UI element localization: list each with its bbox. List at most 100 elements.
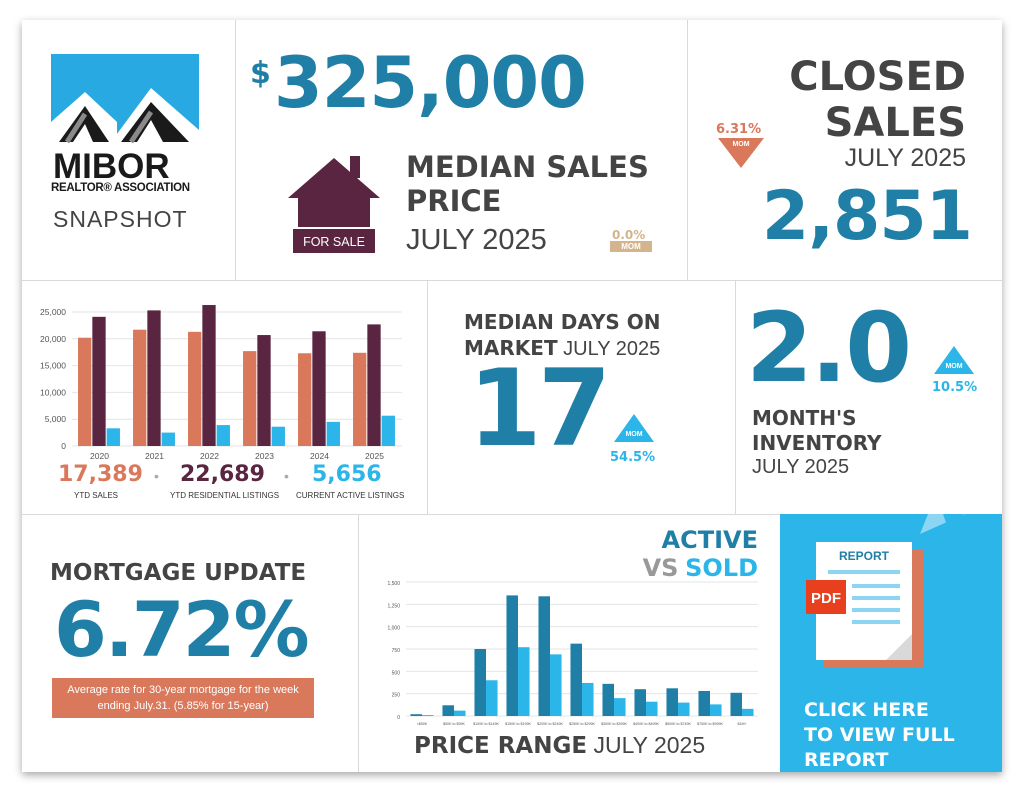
bar-active (730, 692, 742, 716)
bar-sold (454, 710, 466, 716)
report-doc-label: REPORT (839, 549, 890, 563)
x-tick-label: 2023 (255, 451, 274, 461)
ytd-bar-chart: 0 5,000 10,000 15,000 20,000 25,000 2020 2021 20… (40, 305, 402, 461)
divider (687, 20, 688, 280)
bar-sold (486, 680, 498, 716)
median-price-period: JULY 2025 (406, 224, 547, 256)
price-range-bar-chart: 0 250 500 750 1,000 1,250 1,500 <$50K $50K to $9… (387, 581, 758, 726)
y-tick-label: 1,000 (387, 626, 400, 632)
dom-title-2: MARKET JULY 2025 (464, 336, 660, 361)
bar-current-active-listings (326, 421, 340, 446)
median-price-label-1: MEDIAN SALES (406, 150, 649, 184)
closed-sales-change: 6.31% (716, 122, 762, 137)
mibor-logo[interactable]: MIBOR REALTOR® ASSOCIATION SNAPSHOT (51, 54, 199, 232)
bar-active (698, 690, 710, 716)
x-tick-label: $500K to $749K (665, 722, 691, 726)
bar-active (634, 689, 646, 716)
x-tick-label: $200K to $249K (537, 722, 563, 726)
divider (22, 280, 1002, 281)
pdf-badge: PDF (811, 590, 841, 607)
x-tick-label: 2021 (145, 451, 164, 461)
ytd-listings-value: 22,689 (180, 462, 265, 487)
mountain-logo-icon: MIBOR (51, 54, 199, 186)
active-vs-sold-subtitle: VS SOLD (622, 554, 758, 583)
y-tick-label: 500 (392, 670, 401, 676)
y-tick-label: 250 (392, 693, 401, 699)
y-tick-label: 750 (392, 648, 401, 654)
y-tick-label: 1,500 (387, 581, 400, 587)
x-tick-label: 2022 (200, 451, 219, 461)
bar-ytd-sales (298, 353, 312, 446)
closed-sales-title-2: SALES (824, 100, 966, 146)
bar-current-active-listings (381, 415, 395, 446)
y-tick-label: 25,000 (40, 307, 66, 317)
for-sale-sign: FOR SALE (303, 235, 365, 249)
up-arrow-icon (614, 414, 654, 442)
x-tick-label: $400K to $499K (633, 722, 659, 726)
closed-sales-period: JULY 2025 (844, 144, 966, 172)
inventory-change: 10.5% (932, 380, 978, 395)
dom-value: 17 (468, 347, 612, 470)
down-arrow-icon (718, 138, 764, 168)
inventory-label-1: MONTH'S (752, 406, 857, 430)
active-listings-value: 5,656 (312, 462, 382, 487)
active-listings-label: CURRENT ACTIVE LISTINGS (296, 491, 405, 500)
y-tick-label: 1,250 (387, 603, 400, 609)
closed-sales-value: 2,851 (761, 177, 973, 256)
median-price-label-2: PRICE (406, 184, 502, 218)
inventory-change-unit: MOM (945, 363, 963, 370)
x-tick-label: $250K to $299K (569, 722, 595, 726)
bar-active (474, 649, 486, 716)
x-tick-label: $750K to $999K (697, 722, 723, 726)
bar-sold (518, 647, 530, 716)
bar-active (506, 595, 518, 716)
mortgage-note: Average rate for 30-year mortgage for th… (52, 678, 314, 718)
view-full-report-button[interactable]: REPORT PDF CLICK HERE TO VIEW FULL REPOR… (780, 514, 1002, 772)
bar-ytd-sales (188, 331, 202, 446)
divider (735, 280, 736, 514)
report-cta-line-1: CLICK HERE (804, 699, 929, 721)
bar-ytd-sales (353, 352, 367, 446)
bar-ytd-residential-listings (367, 324, 381, 446)
house-for-sale-icon: FOR SALE (288, 156, 380, 255)
y-tick-label: 0 (61, 441, 66, 451)
paper-clips-icon (920, 514, 1002, 534)
bar-ytd-residential-listings (257, 335, 271, 446)
dom-title-1: MEDIAN DAYS ON (464, 310, 661, 334)
vs-label: VS (642, 554, 679, 582)
ytd-sales-value: 17,389 (58, 462, 143, 487)
bar-current-active-listings (271, 426, 285, 446)
price-range-period: JULY 2025 (593, 732, 706, 758)
x-tick-label: 2020 (90, 451, 109, 461)
bar-ytd-residential-listings (147, 310, 161, 446)
x-tick-label: $1M+ (737, 722, 746, 726)
currency-symbol: $ (250, 56, 271, 91)
x-tick-label: $100K to $149K (473, 722, 499, 726)
x-tick-label: $150K to $199K (505, 722, 531, 726)
bar-sold (742, 708, 754, 716)
up-arrow-icon (934, 346, 974, 374)
bar-sold (646, 701, 658, 716)
y-tick-label: 0 (397, 715, 400, 721)
bar-sold (422, 715, 434, 716)
separator-dot: • (284, 468, 289, 484)
report-cta-text: CLICK HERE TO VIEW FULL REPORT (804, 698, 955, 772)
y-tick-label: 5,000 (45, 414, 67, 424)
price-range-footer: PRICE RANGE JULY 2025 (414, 732, 705, 759)
price-range-label: PRICE RANGE (414, 733, 588, 759)
dom-period: JULY 2025 (563, 338, 661, 360)
bar-current-active-listings (106, 428, 120, 446)
y-tick-label: 15,000 (40, 361, 66, 371)
bar-active (602, 683, 614, 716)
x-tick-label: <$50K (417, 722, 428, 726)
bar-sold (678, 702, 690, 716)
bar-ytd-residential-listings (312, 331, 326, 446)
inventory-label-2: INVENTORY (752, 431, 882, 455)
bar-sold (550, 654, 562, 716)
bar-ytd-residential-listings (202, 305, 216, 446)
bar-ytd-sales (78, 337, 92, 446)
inventory-period: JULY 2025 (752, 456, 850, 478)
bar-current-active-listings (161, 432, 175, 446)
x-tick-label: $50K to $99K (443, 722, 465, 726)
x-tick-label: $300K to $399K (601, 722, 627, 726)
